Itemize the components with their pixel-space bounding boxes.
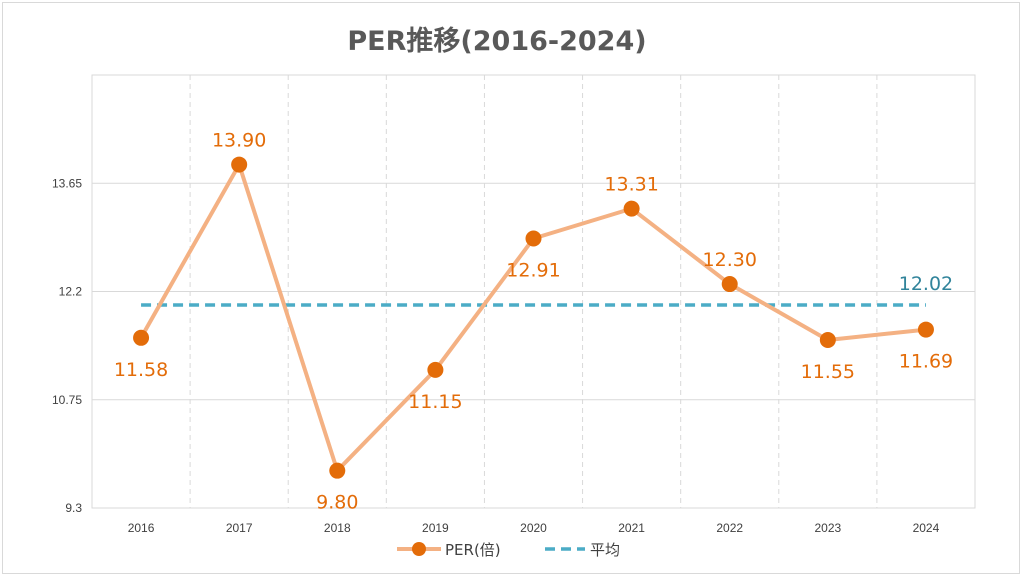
- per-data-label: 13.31: [604, 174, 658, 196]
- per-data-label: 12.30: [703, 249, 757, 271]
- per-data-label: 9.80: [316, 492, 358, 514]
- x-axis-ticks: 2016 2017 2018 2019 2020 2021 2022 2023 2024: [128, 521, 940, 535]
- legend-per-marker: [412, 542, 426, 556]
- average-data-label: 12.02: [899, 273, 953, 295]
- per-data-label: 12.91: [506, 259, 560, 281]
- per-data-label: 11.58: [114, 359, 168, 381]
- y-tick-label: 12.2: [59, 285, 83, 299]
- per-point: [525, 230, 542, 247]
- x-tick-label: 2018: [324, 521, 351, 535]
- y-axis-ticks: 9.3 10.75 12.2 13.65: [52, 176, 82, 515]
- per-line: [139, 162, 927, 473]
- per-point: [133, 329, 150, 346]
- per-series: 11.58 13.90 9.80 11.15 12.91 13.31 12.30 11.55 1…: [114, 130, 953, 514]
- y-tick-label: 13.65: [52, 176, 82, 190]
- per-data-label: 11.15: [408, 391, 462, 413]
- x-tick-label: 2019: [422, 521, 449, 535]
- legend-average-label: 平均: [590, 541, 620, 559]
- per-data-label: 11.69: [899, 351, 953, 373]
- per-point: [623, 200, 640, 217]
- x-tick-label: 2023: [814, 521, 841, 535]
- average-series: 12.02: [141, 273, 953, 307]
- x-tick-label: 2022: [716, 521, 743, 535]
- x-tick-label: 2021: [618, 521, 645, 535]
- per-point: [329, 462, 346, 479]
- per-point: [231, 156, 248, 173]
- per-data-label: 13.90: [212, 130, 266, 152]
- x-tick-label: 2024: [913, 521, 940, 535]
- x-tick-label: 2016: [128, 521, 155, 535]
- y-tick-label: 10.75: [52, 393, 82, 407]
- x-tick-label: 2017: [226, 521, 253, 535]
- y-tick-label: 9.3: [65, 501, 82, 515]
- chart-title: PER推移(2016-2024): [347, 26, 646, 57]
- per-point: [721, 276, 738, 293]
- legend: PER(倍) 平均: [397, 541, 620, 559]
- grid-lines: [91, 74, 976, 509]
- per-point: [819, 332, 836, 349]
- per-point: [427, 361, 444, 378]
- x-tick-label: 2020: [520, 521, 547, 535]
- per-point: [917, 321, 934, 338]
- per-data-label: 11.55: [801, 361, 855, 383]
- legend-per-label: PER(倍): [445, 541, 501, 559]
